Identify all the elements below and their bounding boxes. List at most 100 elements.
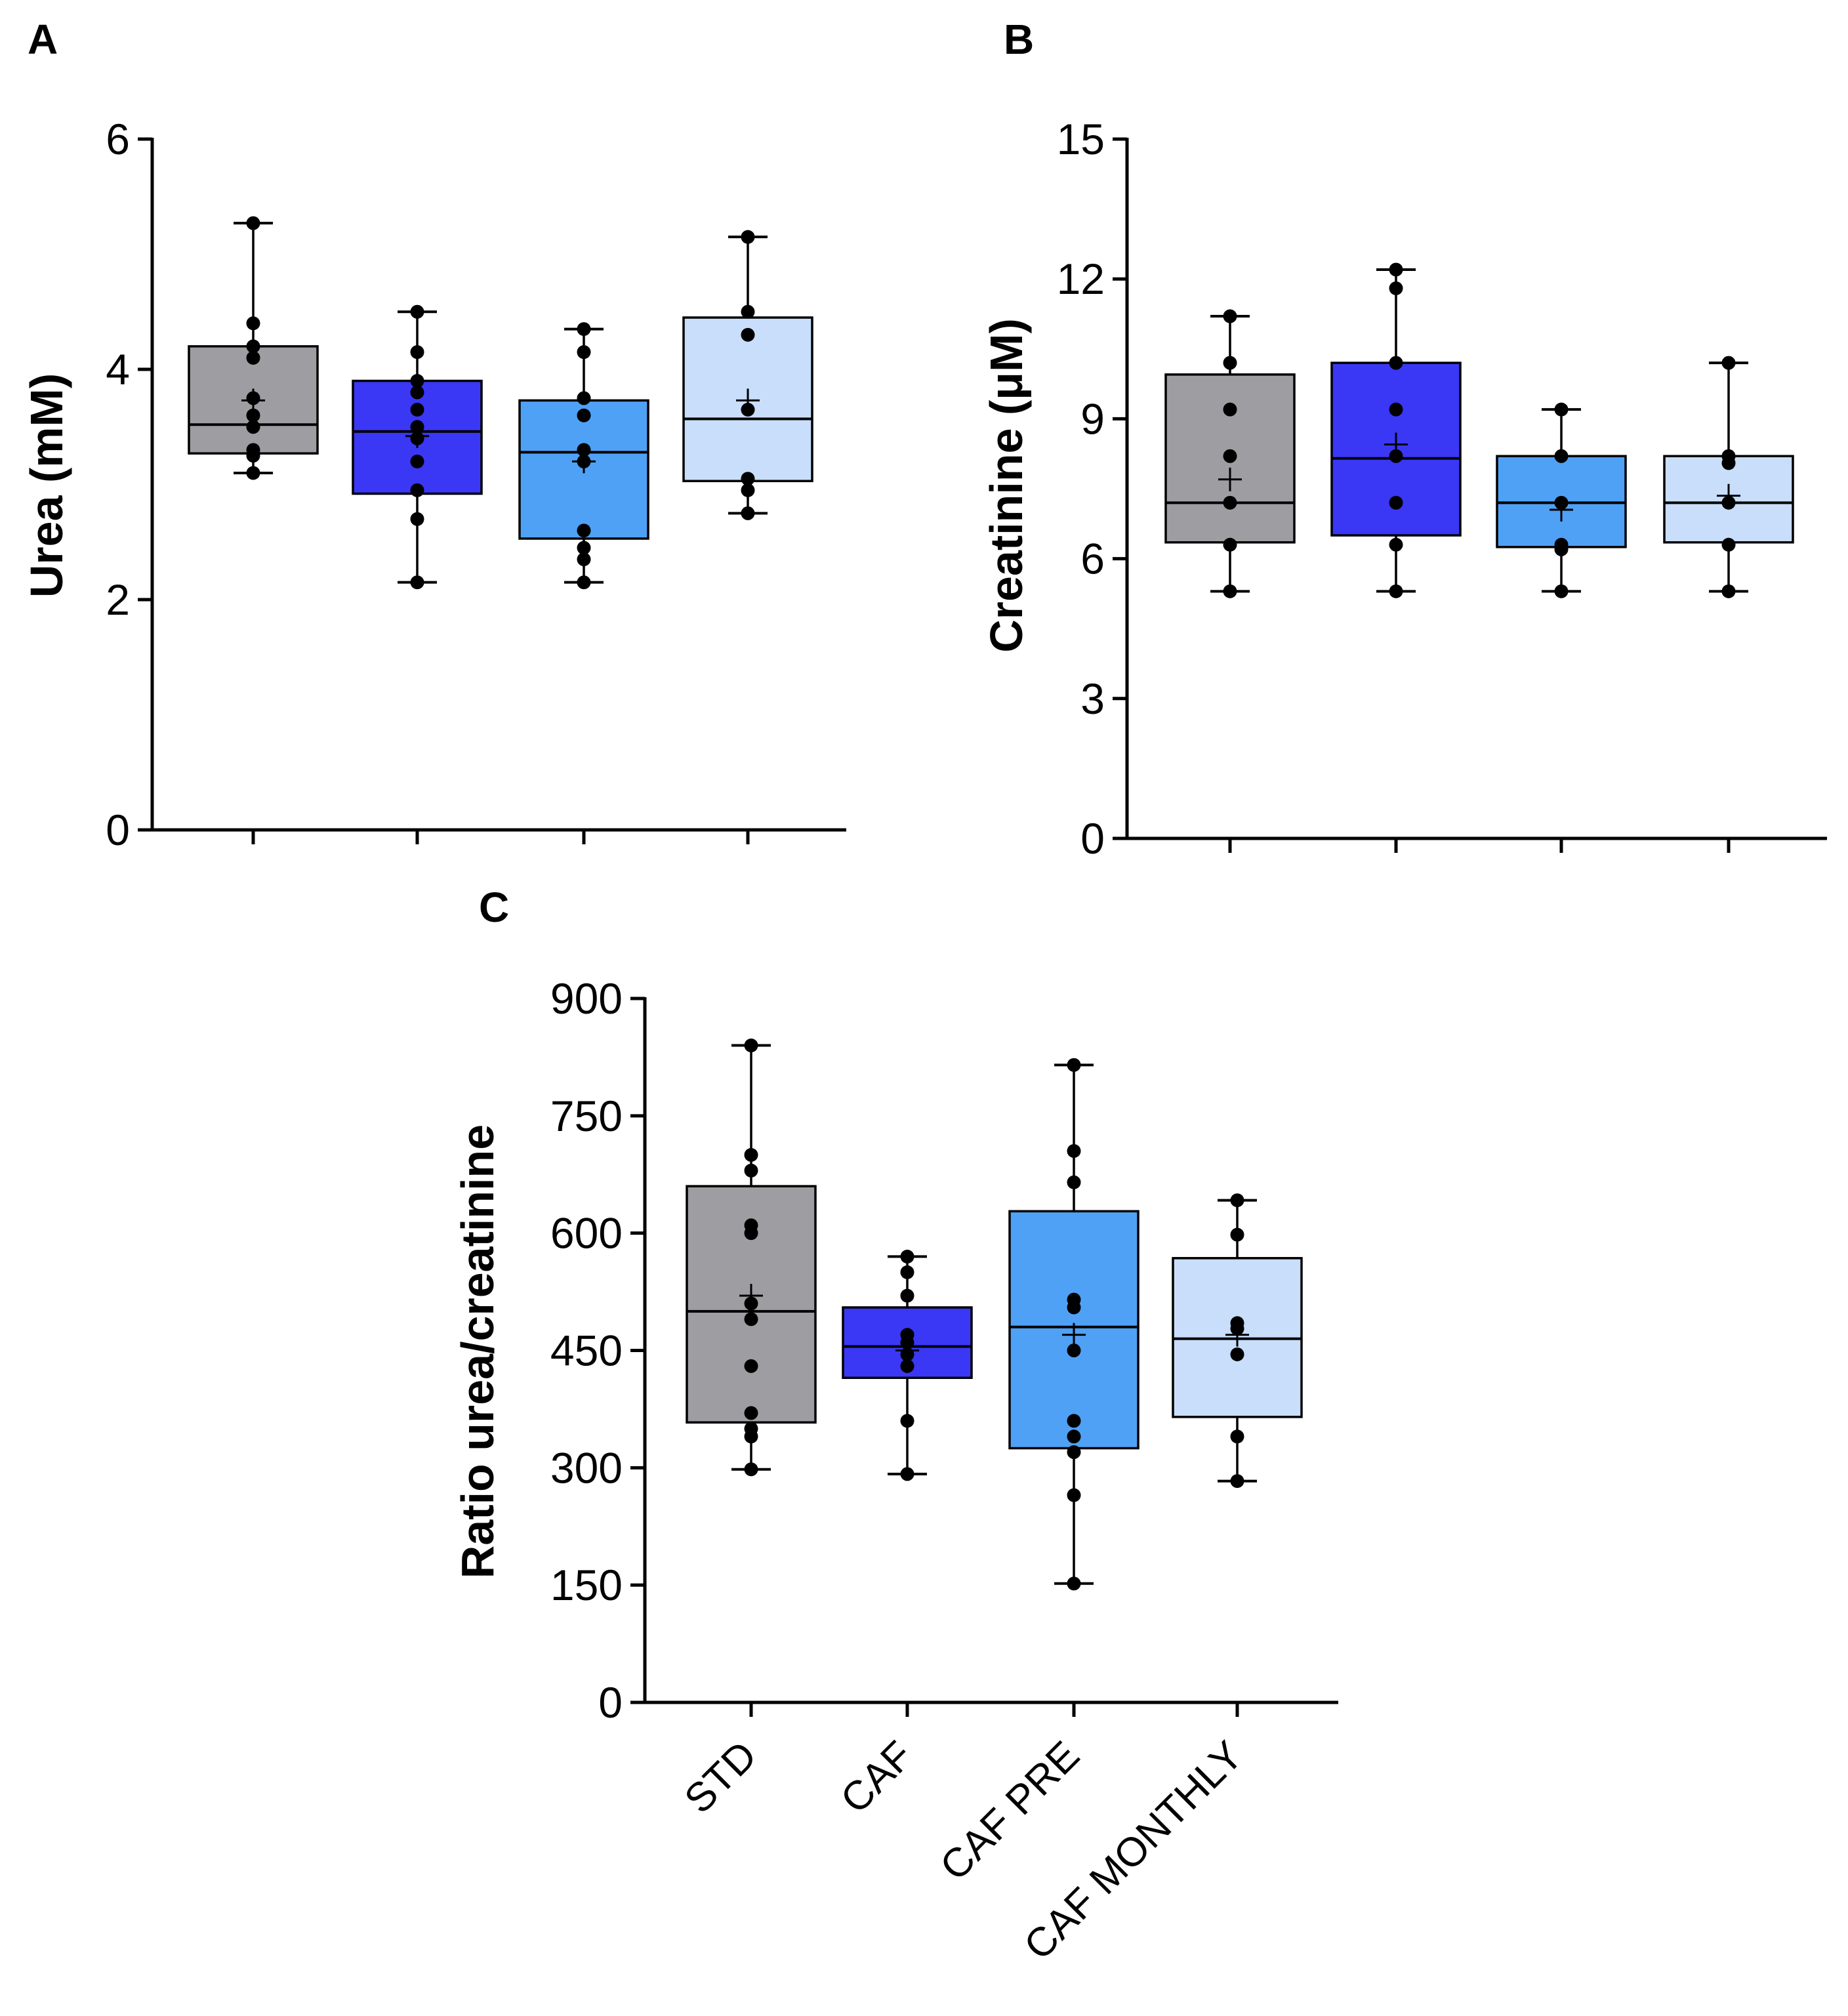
data-point	[246, 339, 260, 354]
y-tick-label-b: 6	[1080, 535, 1105, 583]
data-point	[1389, 537, 1403, 552]
data-point	[577, 541, 591, 555]
data-point	[1389, 584, 1403, 598]
panel-c-chart: 0 150 300 450 600 750 900 Ratio urea/creatinine…	[452, 974, 1338, 1969]
data-point	[410, 512, 424, 526]
data-point	[744, 1406, 758, 1420]
data-point	[900, 1347, 914, 1361]
data-point	[1554, 449, 1569, 463]
data-point	[900, 1249, 914, 1264]
data-point	[1721, 537, 1736, 552]
data-point	[900, 1414, 914, 1428]
data-point	[1389, 449, 1403, 463]
y-tick-label-b: 12	[1057, 255, 1105, 303]
data-point	[1067, 1414, 1081, 1428]
y-tick-label-a: 4	[106, 345, 130, 394]
data-point	[577, 391, 591, 405]
data-point	[410, 454, 424, 468]
data-point	[1223, 537, 1237, 552]
data-point	[1389, 495, 1403, 510]
data-point	[744, 1226, 758, 1241]
data-point	[410, 345, 424, 360]
data-point	[410, 420, 424, 434]
data-point	[744, 1462, 758, 1477]
y-axis-title-b: Creatinine (μM)	[981, 318, 1032, 653]
data-point	[744, 1312, 758, 1327]
data-point	[410, 304, 424, 319]
data-point	[900, 1467, 914, 1481]
data-point	[246, 216, 260, 230]
data-point	[741, 304, 755, 319]
data-point	[1389, 402, 1403, 417]
data-point	[741, 327, 755, 342]
data-point	[577, 408, 591, 422]
data-point	[1067, 1576, 1081, 1591]
data-point	[1067, 1300, 1081, 1315]
data-point	[577, 552, 591, 567]
data-point	[900, 1265, 914, 1279]
data-point	[577, 443, 591, 457]
data-point	[410, 374, 424, 388]
data-point	[577, 454, 591, 468]
category-label: STD	[676, 1733, 765, 1822]
data-point	[246, 408, 260, 422]
y-tick-label-c: 150	[550, 1561, 623, 1609]
data-point	[1223, 402, 1237, 417]
y-tick-label-b: 3	[1080, 674, 1105, 723]
data-point	[246, 316, 260, 331]
data-point	[577, 322, 591, 337]
y-tick-label-a: 6	[106, 115, 130, 163]
data-point	[900, 1336, 914, 1350]
data-point	[1721, 584, 1736, 598]
data-point	[1067, 1143, 1081, 1158]
data-point	[1554, 402, 1569, 417]
data-point	[1554, 584, 1569, 598]
data-point	[744, 1039, 758, 1053]
y-tick-label-c: 750	[550, 1092, 623, 1140]
data-point	[1067, 1445, 1081, 1459]
data-point	[1721, 495, 1736, 510]
y-axis-title-a: Urea (mM)	[21, 373, 72, 598]
data-point	[577, 575, 591, 590]
y-tick-label-c: 900	[550, 974, 623, 1023]
y-tick-label-c: 450	[550, 1327, 623, 1375]
y-tick-label-a: 2	[106, 575, 130, 624]
data-point	[246, 466, 260, 480]
panel-a-chart: 0 2 4 6 Urea (mM)	[21, 115, 846, 854]
panel-letter-c: C	[479, 884, 509, 931]
data-point	[1067, 1058, 1081, 1072]
data-point	[744, 1147, 758, 1162]
data-point	[741, 483, 755, 497]
data-point	[246, 350, 260, 365]
y-tick-label-b: 0	[1080, 814, 1105, 863]
data-point	[1230, 1430, 1244, 1444]
panel-letter-b: B	[1004, 16, 1034, 63]
data-point	[246, 420, 260, 434]
data-point	[1389, 281, 1403, 295]
data-point	[1067, 1175, 1081, 1189]
y-axis-title-c: Ratio urea/creatinine	[452, 1124, 503, 1578]
data-point	[744, 1163, 758, 1178]
data-point	[577, 524, 591, 538]
data-point	[410, 575, 424, 590]
y-tick-label-c: 600	[550, 1209, 623, 1258]
y-tick-label-b: 9	[1080, 394, 1105, 443]
data-point	[1223, 309, 1237, 323]
data-point	[1067, 1488, 1081, 1502]
data-point	[900, 1359, 914, 1373]
y-tick-label-b: 15	[1057, 115, 1105, 163]
data-point	[410, 402, 424, 417]
data-point	[246, 449, 260, 463]
data-point	[1223, 495, 1237, 510]
data-point	[577, 345, 591, 360]
panel-b-chart: 0 3 6 9 12 15 Creatinine (μM)	[981, 115, 1827, 863]
y-tick-label-a: 0	[106, 806, 130, 854]
data-point	[900, 1288, 914, 1303]
data-point	[1223, 449, 1237, 463]
data-point	[1223, 584, 1237, 598]
data-point	[1721, 356, 1736, 370]
data-point	[1067, 1344, 1081, 1357]
data-point	[410, 431, 424, 445]
data-point	[741, 472, 755, 486]
